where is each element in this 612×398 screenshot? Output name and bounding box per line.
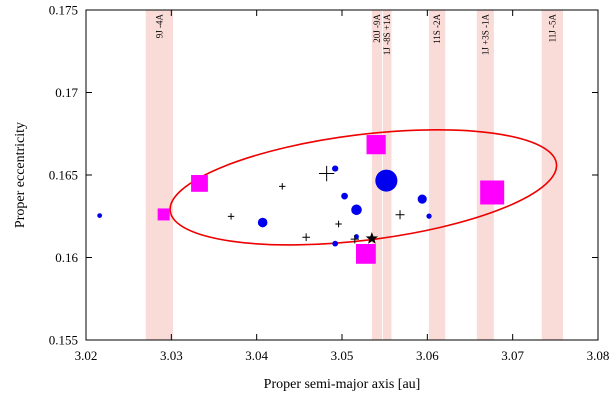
circle-marker	[417, 194, 427, 204]
square-marker	[366, 135, 386, 155]
circle-marker	[341, 192, 348, 200]
y-tick-label: 0.155	[49, 333, 78, 348]
resonance-label: 1J -8S +1A	[382, 14, 392, 56]
resonance-band	[476, 10, 494, 340]
x-tick-label: 3.05	[331, 348, 354, 363]
asteroid-markers	[97, 135, 505, 264]
y-axis-title: Proper eccentricity	[13, 122, 28, 228]
plus-marker	[395, 210, 405, 220]
resonance-label: 1J +3S -1A	[480, 14, 490, 56]
resonance-label: 20J -9A	[372, 14, 382, 43]
square-marker	[355, 243, 376, 264]
resonance-band	[541, 10, 564, 340]
y-tick-label: 0.165	[49, 168, 78, 183]
x-tick-label: 3.06	[416, 348, 439, 363]
plus-marker	[350, 235, 359, 244]
circle-marker	[375, 169, 398, 192]
plus-marker	[302, 233, 310, 242]
y-tick-label: 0.175	[49, 3, 78, 18]
circle-marker	[97, 213, 103, 218]
star-marker	[365, 232, 379, 244]
resonance-labels: 9J -4A 20J -9A 1J -8S +1A 11S -2A 1J +3S -1A…	[154, 14, 557, 56]
plus-marker	[279, 183, 286, 190]
square-marker	[480, 180, 505, 205]
resonance-label: 11J -5A	[547, 14, 557, 43]
y-tick-label: 0.17	[55, 85, 78, 100]
square-marker	[191, 175, 208, 192]
circle-marker	[354, 234, 359, 239]
plus-marker	[335, 220, 342, 228]
circle-marker	[332, 165, 339, 172]
resonance-label: 9J -4A	[154, 14, 164, 39]
square-marker	[157, 208, 170, 221]
circle-marker	[257, 217, 268, 228]
resonance-band	[145, 10, 174, 340]
y-tick-label: 0.16	[55, 250, 78, 265]
x-tick-label: 3.08	[587, 348, 610, 363]
circle-marker	[351, 204, 362, 216]
x-axis-title: Proper semi-major axis [au]	[264, 377, 421, 392]
x-tick-label: 3.04	[245, 348, 268, 363]
resonance-bands	[145, 10, 564, 340]
circle-marker	[426, 213, 432, 219]
plus-marker	[227, 213, 235, 220]
x-tick-label: 3.03	[160, 348, 183, 363]
axis-ticks: 3.02 3.03 3.04 3.05 3.06 3.07 3.08 0.155 0.16 0.1…	[49, 3, 610, 364]
x-tick-label: 3.02	[75, 348, 98, 363]
x-tick-label: 3.07	[501, 348, 524, 363]
resonance-band	[429, 10, 446, 340]
resonance-label: 11S -2A	[432, 14, 442, 44]
plus-marker	[318, 165, 335, 182]
circle-marker	[332, 240, 339, 247]
